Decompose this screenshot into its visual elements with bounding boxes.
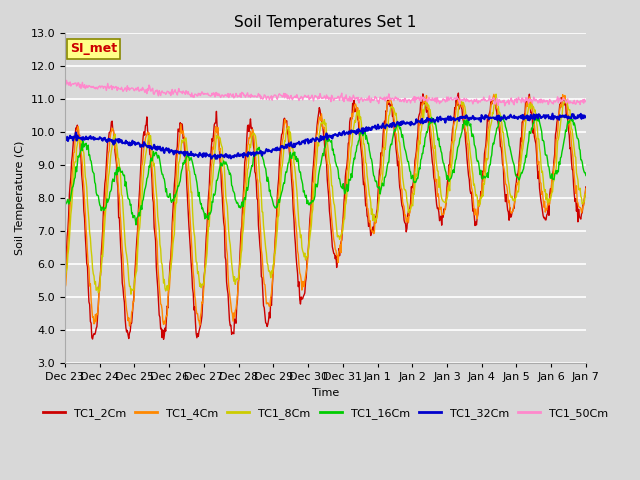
TC1_8Cm: [582, 191, 589, 197]
TC1_4Cm: [124, 318, 132, 324]
TC1_2Cm: [61, 276, 69, 282]
TC1_8Cm: [205, 224, 213, 229]
TC1_32Cm: [61, 137, 69, 143]
TC1_2Cm: [178, 121, 186, 127]
TC1_4Cm: [389, 108, 397, 114]
TC1_16Cm: [61, 204, 69, 209]
TC1_8Cm: [61, 277, 69, 283]
Line: TC1_4Cm: TC1_4Cm: [65, 95, 586, 326]
TC1_2Cm: [124, 332, 132, 337]
TC1_16Cm: [582, 173, 589, 179]
Legend: TC1_2Cm, TC1_4Cm, TC1_8Cm, TC1_16Cm, TC1_32Cm, TC1_50Cm: TC1_2Cm, TC1_4Cm, TC1_8Cm, TC1_16Cm, TC1…: [38, 404, 612, 423]
TC1_2Cm: [389, 113, 397, 119]
TC1_32Cm: [389, 121, 397, 127]
TC1_4Cm: [61, 285, 69, 291]
TC1_2Cm: [205, 186, 213, 192]
TC1_8Cm: [70, 160, 78, 166]
TC1_50Cm: [582, 99, 589, 105]
TC1_2Cm: [70, 137, 78, 143]
TC1_50Cm: [389, 96, 397, 102]
Line: TC1_2Cm: TC1_2Cm: [65, 93, 586, 339]
TC1_32Cm: [205, 153, 212, 158]
TC1_16Cm: [534, 112, 541, 118]
TC1_8Cm: [404, 210, 412, 216]
Line: TC1_32Cm: TC1_32Cm: [65, 114, 586, 159]
Title: Soil Temperatures Set 1: Soil Temperatures Set 1: [234, 15, 417, 30]
TC1_16Cm: [124, 195, 132, 201]
TC1_2Cm: [160, 336, 168, 342]
TC1_8Cm: [127, 291, 135, 297]
TC1_4Cm: [582, 186, 589, 192]
TC1_4Cm: [70, 149, 78, 155]
TC1_8Cm: [178, 137, 186, 143]
TC1_32Cm: [404, 120, 412, 126]
TC1_32Cm: [582, 114, 589, 120]
TC1_2Cm: [582, 184, 589, 190]
TC1_50Cm: [61, 82, 69, 88]
TC1_4Cm: [404, 220, 412, 226]
TC1_32Cm: [548, 111, 556, 117]
TC1_16Cm: [389, 133, 397, 139]
TC1_2Cm: [454, 90, 462, 96]
TC1_32Cm: [70, 134, 78, 140]
TC1_32Cm: [177, 149, 185, 155]
TC1_32Cm: [212, 156, 220, 162]
TC1_16Cm: [132, 222, 140, 228]
TC1_4Cm: [490, 92, 498, 97]
TC1_50Cm: [178, 89, 186, 95]
TC1_4Cm: [178, 130, 186, 136]
TC1_50Cm: [501, 103, 509, 108]
TC1_4Cm: [205, 199, 213, 204]
Line: TC1_16Cm: TC1_16Cm: [65, 115, 586, 225]
TC1_16Cm: [70, 176, 78, 182]
TC1_50Cm: [205, 92, 213, 98]
TC1_16Cm: [404, 159, 412, 165]
X-axis label: Time: Time: [312, 388, 339, 397]
Line: TC1_50Cm: TC1_50Cm: [65, 80, 586, 106]
Text: SI_met: SI_met: [70, 42, 117, 55]
Line: TC1_8Cm: TC1_8Cm: [65, 94, 586, 294]
TC1_50Cm: [63, 77, 70, 83]
TC1_50Cm: [125, 85, 132, 91]
Y-axis label: Soil Temperature (C): Soil Temperature (C): [15, 141, 25, 255]
TC1_50Cm: [71, 80, 79, 86]
TC1_8Cm: [124, 265, 132, 271]
TC1_2Cm: [404, 209, 412, 215]
TC1_32Cm: [124, 141, 132, 146]
TC1_4Cm: [125, 323, 133, 329]
TC1_16Cm: [178, 168, 186, 173]
TC1_8Cm: [389, 105, 397, 110]
TC1_50Cm: [404, 98, 412, 104]
TC1_8Cm: [492, 91, 500, 97]
TC1_16Cm: [205, 210, 213, 216]
